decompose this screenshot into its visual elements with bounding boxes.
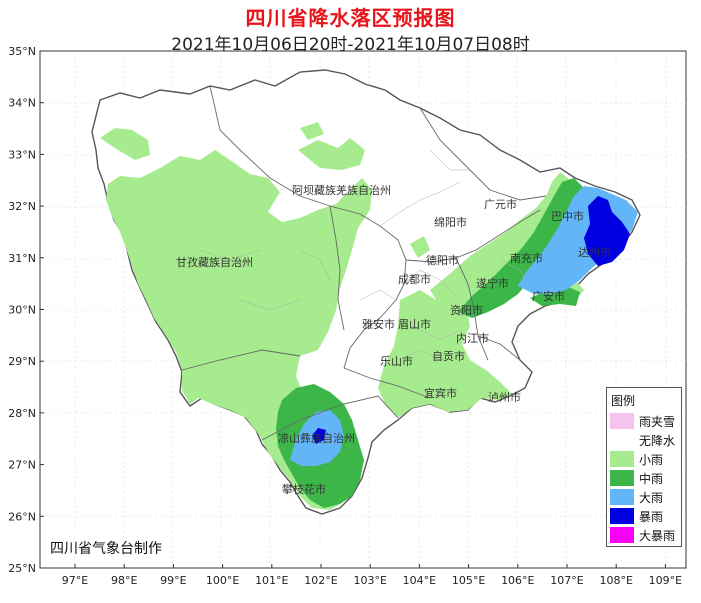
map-title: 四川省降水落区预报图 bbox=[245, 6, 456, 30]
producer-credit: 四川省气象台制作 bbox=[50, 541, 162, 557]
legend-label: 大暴雨 bbox=[639, 529, 676, 543]
label-meishan: 眉山市 bbox=[398, 317, 431, 331]
longitude-label: 108°E bbox=[599, 574, 632, 587]
latitude-label: 28°N bbox=[8, 407, 36, 420]
longitude-label: 101°E bbox=[255, 574, 288, 587]
longitude-label: 97°E bbox=[62, 574, 88, 587]
region-labels: 阿坝藏族羌族自治州 甘孜藏族自治州 凉山彝族自治州 攀枝花市 广元市 绵阳市 巴… bbox=[176, 183, 611, 496]
longitude-label: 103°E bbox=[353, 574, 386, 587]
longitude-label: 98°E bbox=[111, 574, 137, 587]
legend-item: 暴雨 bbox=[609, 507, 681, 525]
legend-title: 图例 bbox=[611, 394, 636, 408]
label-bazhong: 巴中市 bbox=[551, 209, 584, 223]
legend-item: 雨夹雪 bbox=[609, 412, 681, 430]
latitude-label: 35°N bbox=[8, 45, 36, 58]
label-suining: 遂宁市 bbox=[476, 276, 509, 290]
legend-label: 中雨 bbox=[639, 472, 664, 486]
label-chengdu: 成都市 bbox=[398, 272, 431, 286]
legend-label: 无降水 bbox=[639, 434, 676, 448]
label-guangan: 广安市 bbox=[532, 289, 565, 303]
latitude-label: 32°N bbox=[8, 200, 36, 213]
latitude-labels: 35°N 34°N 33°N 32°N 31°N 30°N 29°N 28°N 27°N 26°N… bbox=[8, 45, 44, 575]
legend-item: 无降水 bbox=[609, 431, 681, 449]
legend-label: 小雨 bbox=[639, 453, 664, 467]
legend-label: 雨夹雪 bbox=[639, 415, 676, 429]
latitude-label: 30°N bbox=[8, 304, 36, 317]
label-zigong: 自贡市 bbox=[432, 349, 465, 363]
latitude-label: 33°N bbox=[8, 148, 36, 161]
longitude-label: 99°E bbox=[160, 574, 186, 587]
label-leshan: 乐山市 bbox=[380, 354, 413, 368]
longitude-label: 109°E bbox=[649, 574, 682, 587]
label-deyang: 德阳市 bbox=[426, 253, 459, 267]
legend-label: 大雨 bbox=[639, 491, 664, 505]
label-panzhihua: 攀枝花市 bbox=[282, 482, 326, 496]
label-dazhou: 达州市 bbox=[578, 245, 611, 259]
label-ziyang: 资阳市 bbox=[450, 303, 483, 317]
legend-swatch bbox=[610, 413, 634, 429]
legend-swatch bbox=[610, 489, 634, 505]
latitude-label: 34°N bbox=[8, 97, 36, 110]
latitude-label: 25°N bbox=[8, 562, 36, 575]
legend-swatch bbox=[610, 451, 634, 467]
rainstorm-areas bbox=[312, 196, 630, 444]
legend-swatch bbox=[610, 527, 634, 543]
longitude-label: 100°E bbox=[206, 574, 239, 587]
latitude-label: 31°N bbox=[8, 252, 36, 265]
legend-item: 大雨 bbox=[609, 488, 681, 506]
label-yibin: 宜宾市 bbox=[424, 386, 457, 400]
longitude-label: 106°E bbox=[501, 574, 534, 587]
label-aba: 阿坝藏族羌族自治州 bbox=[292, 183, 391, 197]
longitude-labels: 97°E 98°E 99°E 100°E 101°E 102°E 103°E 104°E 105… bbox=[62, 564, 682, 587]
latitude-label: 29°N bbox=[8, 355, 36, 368]
label-guangyuan: 广元市 bbox=[484, 197, 517, 211]
legend-swatch bbox=[610, 470, 634, 486]
latitude-label: 27°N bbox=[8, 459, 36, 472]
label-liangshan: 凉山彝族自治州 bbox=[278, 431, 355, 445]
label-neijiang: 内江市 bbox=[456, 331, 489, 345]
label-yaan: 雅安市 bbox=[362, 317, 395, 331]
legend-item: 中雨 bbox=[609, 469, 681, 487]
longitude-label: 102°E bbox=[304, 574, 337, 587]
legend-item: 小雨 bbox=[609, 450, 681, 468]
longitude-label: 105°E bbox=[452, 574, 485, 587]
label-luzhou: 泸州市 bbox=[488, 390, 521, 404]
latitude-label: 26°N bbox=[8, 510, 36, 523]
longitude-label: 107°E bbox=[550, 574, 583, 587]
forecast-period: 2021年10月06日20时-2021年10月07日08时 bbox=[171, 35, 530, 55]
map-legend: 图例 雨夹雪无降水小雨中雨大雨暴雨大暴雨 bbox=[606, 387, 682, 547]
label-mianyang: 绵阳市 bbox=[434, 215, 467, 229]
label-nanchong: 南充市 bbox=[510, 251, 543, 265]
legend-item: 大暴雨 bbox=[609, 526, 681, 544]
legend-swatch bbox=[610, 432, 634, 448]
longitude-label: 104°E bbox=[403, 574, 436, 587]
county-boundaries bbox=[199, 149, 531, 361]
legend-swatch bbox=[610, 508, 634, 524]
legend-label: 暴雨 bbox=[639, 510, 664, 524]
label-ganzi: 甘孜藏族自治州 bbox=[176, 255, 253, 269]
